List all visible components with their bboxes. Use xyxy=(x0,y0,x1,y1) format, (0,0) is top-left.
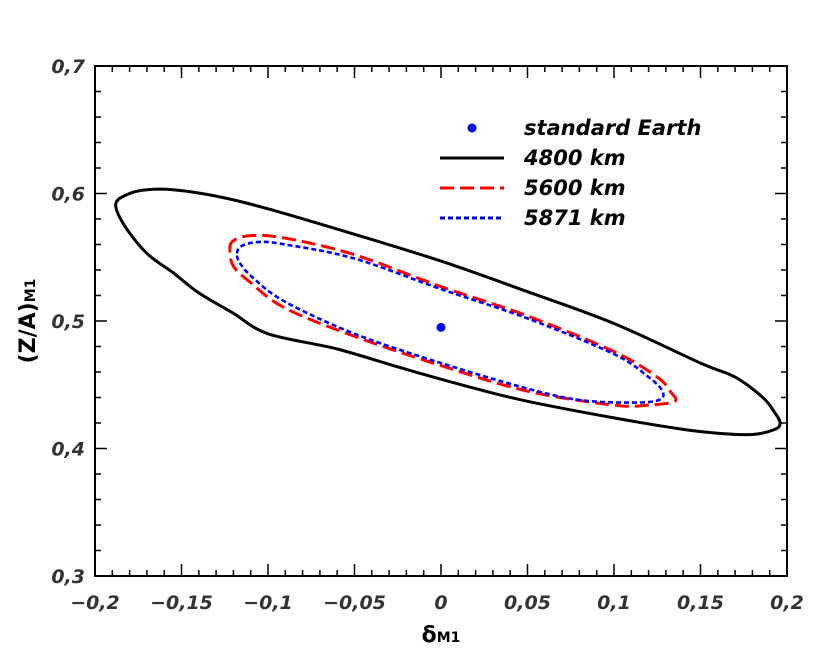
y-axis-title-sub: M1 xyxy=(23,279,39,303)
tick-labels: −0,2 −0,15 −0,1 −0,05 0 0,05 0,1 0,15 0,2 0,3 0,4 0… xyxy=(51,56,804,614)
x-axis-title-sub: M1 xyxy=(437,630,461,646)
standard-earth-point xyxy=(436,322,446,332)
y-tick-label: 0,6 xyxy=(51,184,85,206)
y-axis-title-main: (Z/A) xyxy=(16,302,41,363)
legend: standard Earth 4800 km 5600 km 5871 km xyxy=(440,116,701,230)
x-axis-title: δM1 xyxy=(422,623,461,648)
x-tick-label: 0,1 xyxy=(597,592,631,614)
plot-frame xyxy=(94,65,788,577)
x-tick-label: −0,1 xyxy=(243,592,293,614)
legend-label-5600: 5600 km xyxy=(524,176,626,200)
legend-label-5871: 5871 km xyxy=(524,206,626,230)
x-axis-title-main: δ xyxy=(422,623,437,648)
series-layer xyxy=(114,187,782,437)
y-tick-label: 0,5 xyxy=(51,311,85,333)
x-tick-label: 0,15 xyxy=(677,592,724,614)
legend-label-4800: 4800 km xyxy=(523,146,626,170)
x-tick-label: −0,05 xyxy=(323,592,386,614)
x-tick-label: 0,05 xyxy=(504,592,551,614)
legend-label-standard-earth: standard Earth xyxy=(524,116,701,140)
y-axis-title: (Z/A)M1 xyxy=(16,279,41,364)
legend-marker-standard-earth xyxy=(467,123,477,133)
x-tick-label: −0,15 xyxy=(150,592,213,614)
contour-4800-km xyxy=(114,187,782,437)
ticks xyxy=(94,65,788,577)
y-tick-label: 0,4 xyxy=(51,439,85,461)
y-tick-label: 0,7 xyxy=(51,56,85,78)
x-tick-label: 0 xyxy=(434,592,447,614)
y-tick-label: 0,3 xyxy=(51,566,85,588)
contour-5600-km xyxy=(228,233,678,408)
x-tick-label: −0,2 xyxy=(70,592,120,614)
contour-5871-km xyxy=(235,240,665,404)
x-tick-label: 0,2 xyxy=(770,592,804,614)
